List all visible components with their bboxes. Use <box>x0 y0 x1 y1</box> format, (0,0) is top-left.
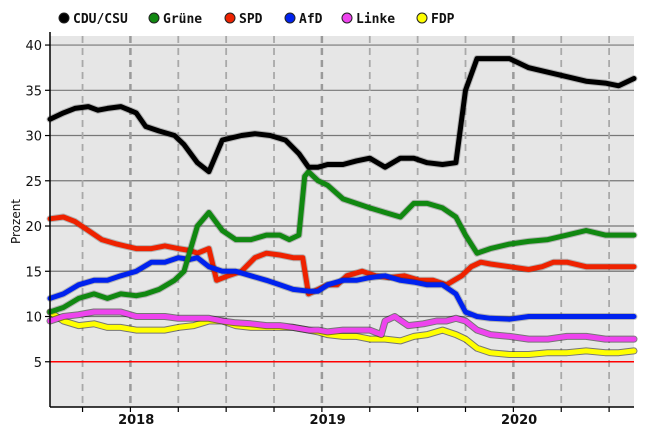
legend-item-fdp: FDP <box>416 12 455 27</box>
xtick-label-2019: 2019 <box>310 413 346 428</box>
legend-marker-cdu-csu <box>58 12 70 24</box>
y-axis-label: Prozent <box>9 199 23 244</box>
legend-marker-afd <box>284 12 296 24</box>
series-line-gr-ne <box>47 169 637 315</box>
legend-label-spd: SPD <box>239 12 263 27</box>
ytick-label-35: 35 <box>25 84 42 99</box>
ytick-label-5: 5 <box>34 356 42 371</box>
legend-marker-fdp <box>416 12 428 24</box>
legend: CDU/CSU Grüne SPD AfD Linke FDP <box>58 12 455 27</box>
legend-label-linke: Linke <box>356 12 395 27</box>
legend-item-cdu-csu: CDU/CSU <box>58 12 128 27</box>
legend-item-grune: Grüne <box>148 12 202 27</box>
xtick-label-2020: 2020 <box>501 413 537 428</box>
legend-label-grune: Grüne <box>163 12 202 27</box>
series-line-afd <box>47 255 637 322</box>
series-line-linke <box>47 309 637 342</box>
x-axis-ticks: 2018 2019 2020 <box>81 407 610 428</box>
legend-item-afd: AfD <box>284 12 323 27</box>
legend-marker-grune <box>148 12 160 24</box>
y-axis-ticks: 5 10 15 20 25 30 35 40 <box>25 39 50 371</box>
ytick-label-25: 25 <box>25 175 42 190</box>
legend-item-spd: SPD <box>224 12 263 27</box>
legend-label-cdu-csu: CDU/CSU <box>73 12 128 27</box>
plot-area <box>50 36 634 407</box>
ytick-label-20: 20 <box>25 220 42 235</box>
legend-item-linke: Linke <box>341 12 395 27</box>
xtick-label-2018: 2018 <box>118 413 154 428</box>
legend-marker-linke <box>341 12 353 24</box>
legend-label-fdp: FDP <box>431 12 455 27</box>
vertical-dashed-lines <box>81 36 611 407</box>
series-layer <box>46 55 638 358</box>
ytick-label-10: 10 <box>25 311 42 326</box>
ytick-label-30: 30 <box>25 130 42 145</box>
axes <box>49 32 634 408</box>
ytick-label-15: 15 <box>25 265 42 280</box>
legend-label-afd: AfD <box>299 12 323 27</box>
series-line-cdu-csu <box>47 56 637 175</box>
legend-marker-spd <box>224 12 236 24</box>
ytick-label-40: 40 <box>25 39 42 54</box>
